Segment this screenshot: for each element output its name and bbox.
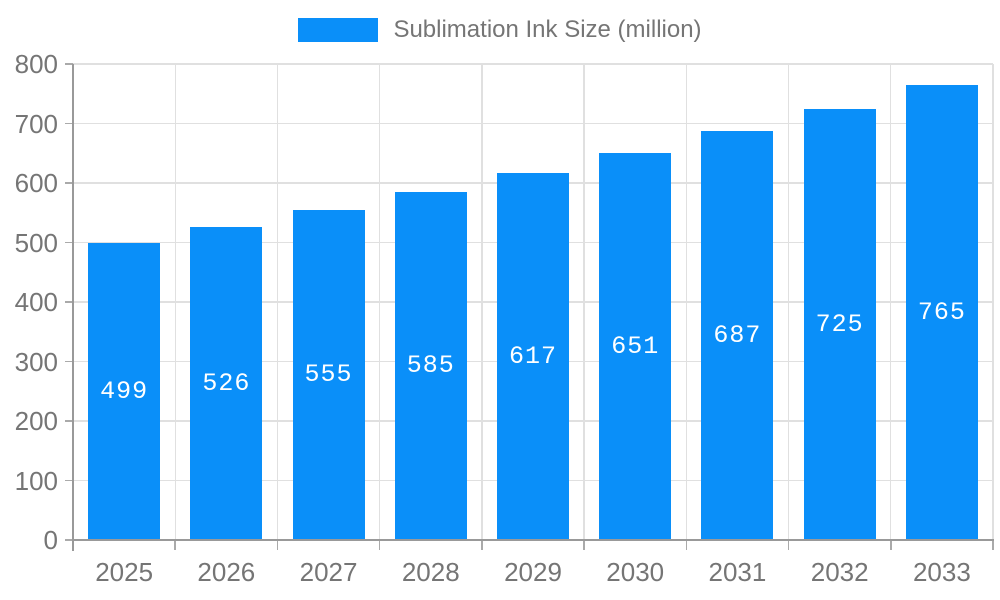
x-axis-line <box>73 539 994 541</box>
gridline-vertical <box>378 64 381 540</box>
x-axis-label: 2026 <box>197 557 256 587</box>
gridline-vertical <box>481 64 483 540</box>
x-axis-label: 2030 <box>606 557 665 587</box>
gridline-vertical <box>276 64 279 540</box>
y-axis-label: 600 <box>14 168 58 198</box>
y-axis-label: 0 <box>43 525 58 555</box>
y-axis-tick <box>65 479 73 482</box>
y-axis-label: 300 <box>14 346 58 377</box>
x-axis-tick <box>992 540 994 550</box>
y-axis-tick <box>65 301 73 303</box>
bar: 526 <box>190 227 263 540</box>
y-axis-tick <box>65 360 73 363</box>
legend-item[interactable]: Sublimation Ink Size (million) <box>0 16 1000 44</box>
y-axis-label: 200 <box>14 406 58 436</box>
bar: 725 <box>803 108 876 540</box>
x-axis-tick <box>276 540 279 550</box>
bar: 651 <box>599 152 672 540</box>
legend-swatch-icon <box>298 18 379 42</box>
y-axis-tick <box>65 539 73 541</box>
gridline-vertical <box>174 64 176 540</box>
x-axis-label: 2031 <box>708 557 767 587</box>
bar: 499 <box>88 243 161 540</box>
x-axis-tick <box>787 540 790 550</box>
gridline-horizontal <box>73 63 993 65</box>
x-axis-tick <box>685 540 688 550</box>
bar-value-label: 499 <box>100 377 149 407</box>
gridline-vertical <box>992 64 994 540</box>
y-axis-label: 100 <box>14 465 58 496</box>
x-axis-label: 2027 <box>299 557 358 587</box>
y-axis-tick <box>65 122 73 125</box>
y-axis-label: 400 <box>14 287 58 317</box>
x-axis-tick <box>378 540 381 550</box>
bar-value-label: 555 <box>304 360 353 390</box>
gridline-vertical <box>685 64 688 540</box>
bar: 555 <box>292 209 365 540</box>
y-axis-label: 800 <box>14 49 58 79</box>
x-axis-label: 2033 <box>912 557 971 587</box>
x-axis-label: 2029 <box>504 557 562 587</box>
y-axis-line <box>72 64 74 551</box>
bar: 617 <box>497 172 569 540</box>
x-axis-label: 2028 <box>401 557 460 587</box>
bar-value-label: 725 <box>815 309 864 339</box>
bar-value-label: 765 <box>917 297 966 327</box>
x-axis-tick <box>481 540 483 550</box>
gridline-horizontal <box>73 122 993 125</box>
x-axis-label: 2025 <box>95 557 154 587</box>
bar: 687 <box>701 131 774 540</box>
x-axis-tick <box>890 540 892 550</box>
bar-value-label: 687 <box>713 321 762 351</box>
x-axis-tick <box>583 540 585 550</box>
x-axis-label: 2032 <box>810 557 869 587</box>
y-axis-label: 700 <box>14 108 58 139</box>
bar-value-label: 526 <box>202 369 251 398</box>
y-axis-label: 500 <box>14 227 58 258</box>
y-axis-tick <box>65 241 73 244</box>
gridline-vertical <box>890 64 892 540</box>
bar: 585 <box>394 191 467 540</box>
bar: 765 <box>905 84 978 540</box>
y-axis-tick <box>65 63 73 65</box>
legend-label: Sublimation Ink Size (million) <box>393 16 702 43</box>
bar-value-label: 585 <box>406 351 455 381</box>
x-axis-tick <box>174 540 176 550</box>
gridline-vertical <box>787 64 790 540</box>
bar-value-label: 651 <box>611 331 660 361</box>
y-axis-tick <box>65 420 73 422</box>
y-axis-tick <box>65 182 73 184</box>
bar-value-label: 617 <box>508 341 557 371</box>
gridline-vertical <box>583 64 585 540</box>
